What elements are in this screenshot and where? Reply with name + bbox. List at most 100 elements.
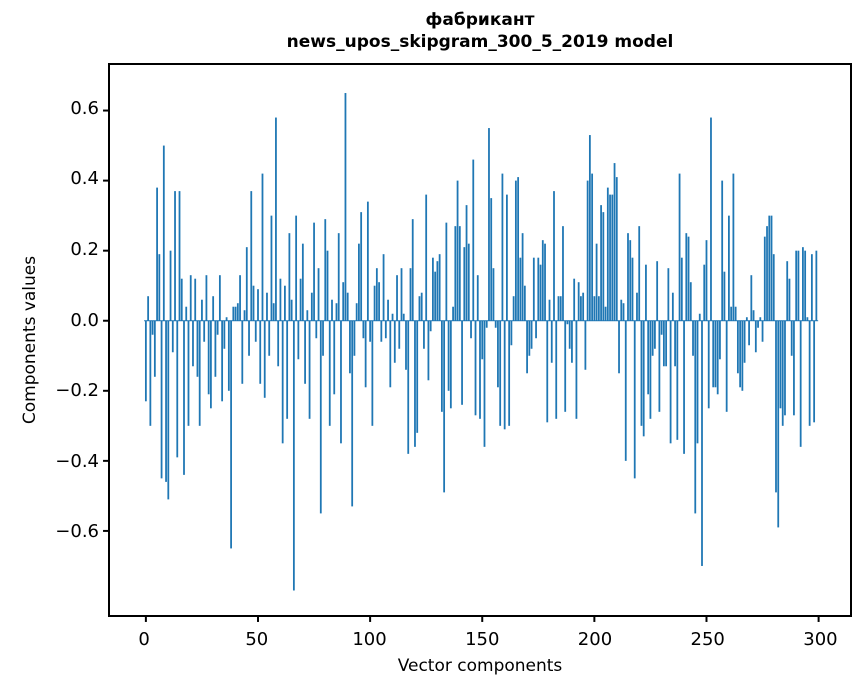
bar bbox=[245, 247, 248, 321]
bar bbox=[793, 320, 795, 416]
bar bbox=[685, 233, 688, 321]
bar bbox=[651, 320, 654, 356]
bar bbox=[198, 320, 201, 426]
bar bbox=[633, 320, 636, 479]
bar bbox=[461, 320, 463, 405]
bar bbox=[284, 285, 286, 321]
bar bbox=[707, 320, 710, 409]
bar bbox=[344, 93, 347, 321]
bar bbox=[728, 215, 730, 321]
bar bbox=[456, 180, 459, 321]
bar bbox=[743, 320, 746, 363]
bar bbox=[147, 296, 150, 321]
bar bbox=[667, 268, 670, 321]
bar bbox=[194, 278, 197, 321]
bar bbox=[678, 173, 681, 321]
x-tick-label: 100 bbox=[352, 629, 387, 650]
bar bbox=[555, 320, 558, 419]
bar bbox=[725, 320, 728, 412]
bar bbox=[400, 268, 403, 321]
bar bbox=[588, 135, 591, 321]
bar bbox=[418, 296, 421, 321]
bar bbox=[757, 320, 759, 328]
bar bbox=[297, 320, 300, 360]
bar bbox=[600, 205, 602, 321]
chart-title-word: фабрикант bbox=[425, 10, 535, 30]
bar bbox=[804, 250, 807, 321]
bar bbox=[362, 320, 365, 339]
bar bbox=[360, 212, 363, 321]
bar bbox=[662, 320, 665, 367]
bar bbox=[689, 282, 692, 321]
bar bbox=[324, 219, 327, 321]
bar bbox=[243, 310, 246, 321]
bar bbox=[481, 320, 484, 360]
bar bbox=[606, 187, 609, 321]
bar bbox=[775, 320, 777, 493]
bar bbox=[492, 268, 495, 321]
bar bbox=[721, 180, 724, 321]
bar bbox=[786, 261, 789, 321]
bar bbox=[447, 320, 450, 391]
bar bbox=[420, 292, 423, 321]
bar bbox=[454, 226, 457, 321]
x-tick-label: 50 bbox=[245, 629, 269, 650]
bar bbox=[665, 320, 668, 367]
bar bbox=[799, 320, 802, 447]
zero-baseline bbox=[144, 320, 819, 322]
bar bbox=[212, 296, 215, 321]
bar bbox=[322, 320, 324, 356]
bar bbox=[541, 240, 544, 321]
bar bbox=[586, 180, 589, 321]
bar bbox=[813, 320, 816, 423]
bar bbox=[203, 320, 206, 342]
bar bbox=[351, 320, 354, 507]
bar bbox=[676, 320, 679, 440]
bar bbox=[568, 320, 571, 349]
bar bbox=[254, 320, 257, 342]
bar bbox=[149, 320, 152, 426]
bar bbox=[609, 194, 611, 321]
bar bbox=[353, 320, 356, 356]
bar bbox=[263, 320, 266, 398]
bar bbox=[712, 320, 715, 388]
bar bbox=[328, 320, 331, 426]
bar bbox=[429, 320, 432, 332]
bar bbox=[169, 250, 172, 321]
bar bbox=[638, 226, 641, 321]
bar bbox=[510, 320, 513, 346]
bar bbox=[544, 243, 546, 321]
bar bbox=[438, 254, 441, 321]
bar bbox=[416, 320, 419, 433]
bar bbox=[739, 320, 742, 388]
bar bbox=[380, 320, 383, 342]
bar bbox=[286, 320, 289, 419]
x-tick-label: 300 bbox=[803, 629, 838, 650]
bar bbox=[781, 320, 784, 426]
bar bbox=[719, 320, 721, 360]
bar bbox=[205, 275, 208, 321]
bar bbox=[772, 254, 775, 321]
bar bbox=[696, 320, 699, 444]
y-tick-label: −0.4 bbox=[55, 450, 99, 472]
bar bbox=[808, 320, 811, 426]
bar bbox=[281, 320, 284, 444]
bar bbox=[196, 320, 199, 377]
bar bbox=[593, 296, 596, 321]
bar bbox=[701, 320, 703, 566]
bar bbox=[514, 180, 517, 321]
bar bbox=[550, 320, 553, 363]
bar bbox=[474, 320, 477, 416]
bar bbox=[770, 215, 773, 321]
bar bbox=[714, 320, 717, 388]
bar bbox=[266, 292, 268, 321]
bar bbox=[629, 240, 632, 321]
bar bbox=[378, 282, 380, 321]
bar bbox=[810, 254, 813, 321]
bar bbox=[210, 320, 212, 409]
bar bbox=[499, 320, 502, 426]
bar bbox=[268, 320, 271, 356]
bar bbox=[734, 306, 737, 321]
bar bbox=[279, 278, 282, 321]
bar bbox=[288, 233, 291, 321]
